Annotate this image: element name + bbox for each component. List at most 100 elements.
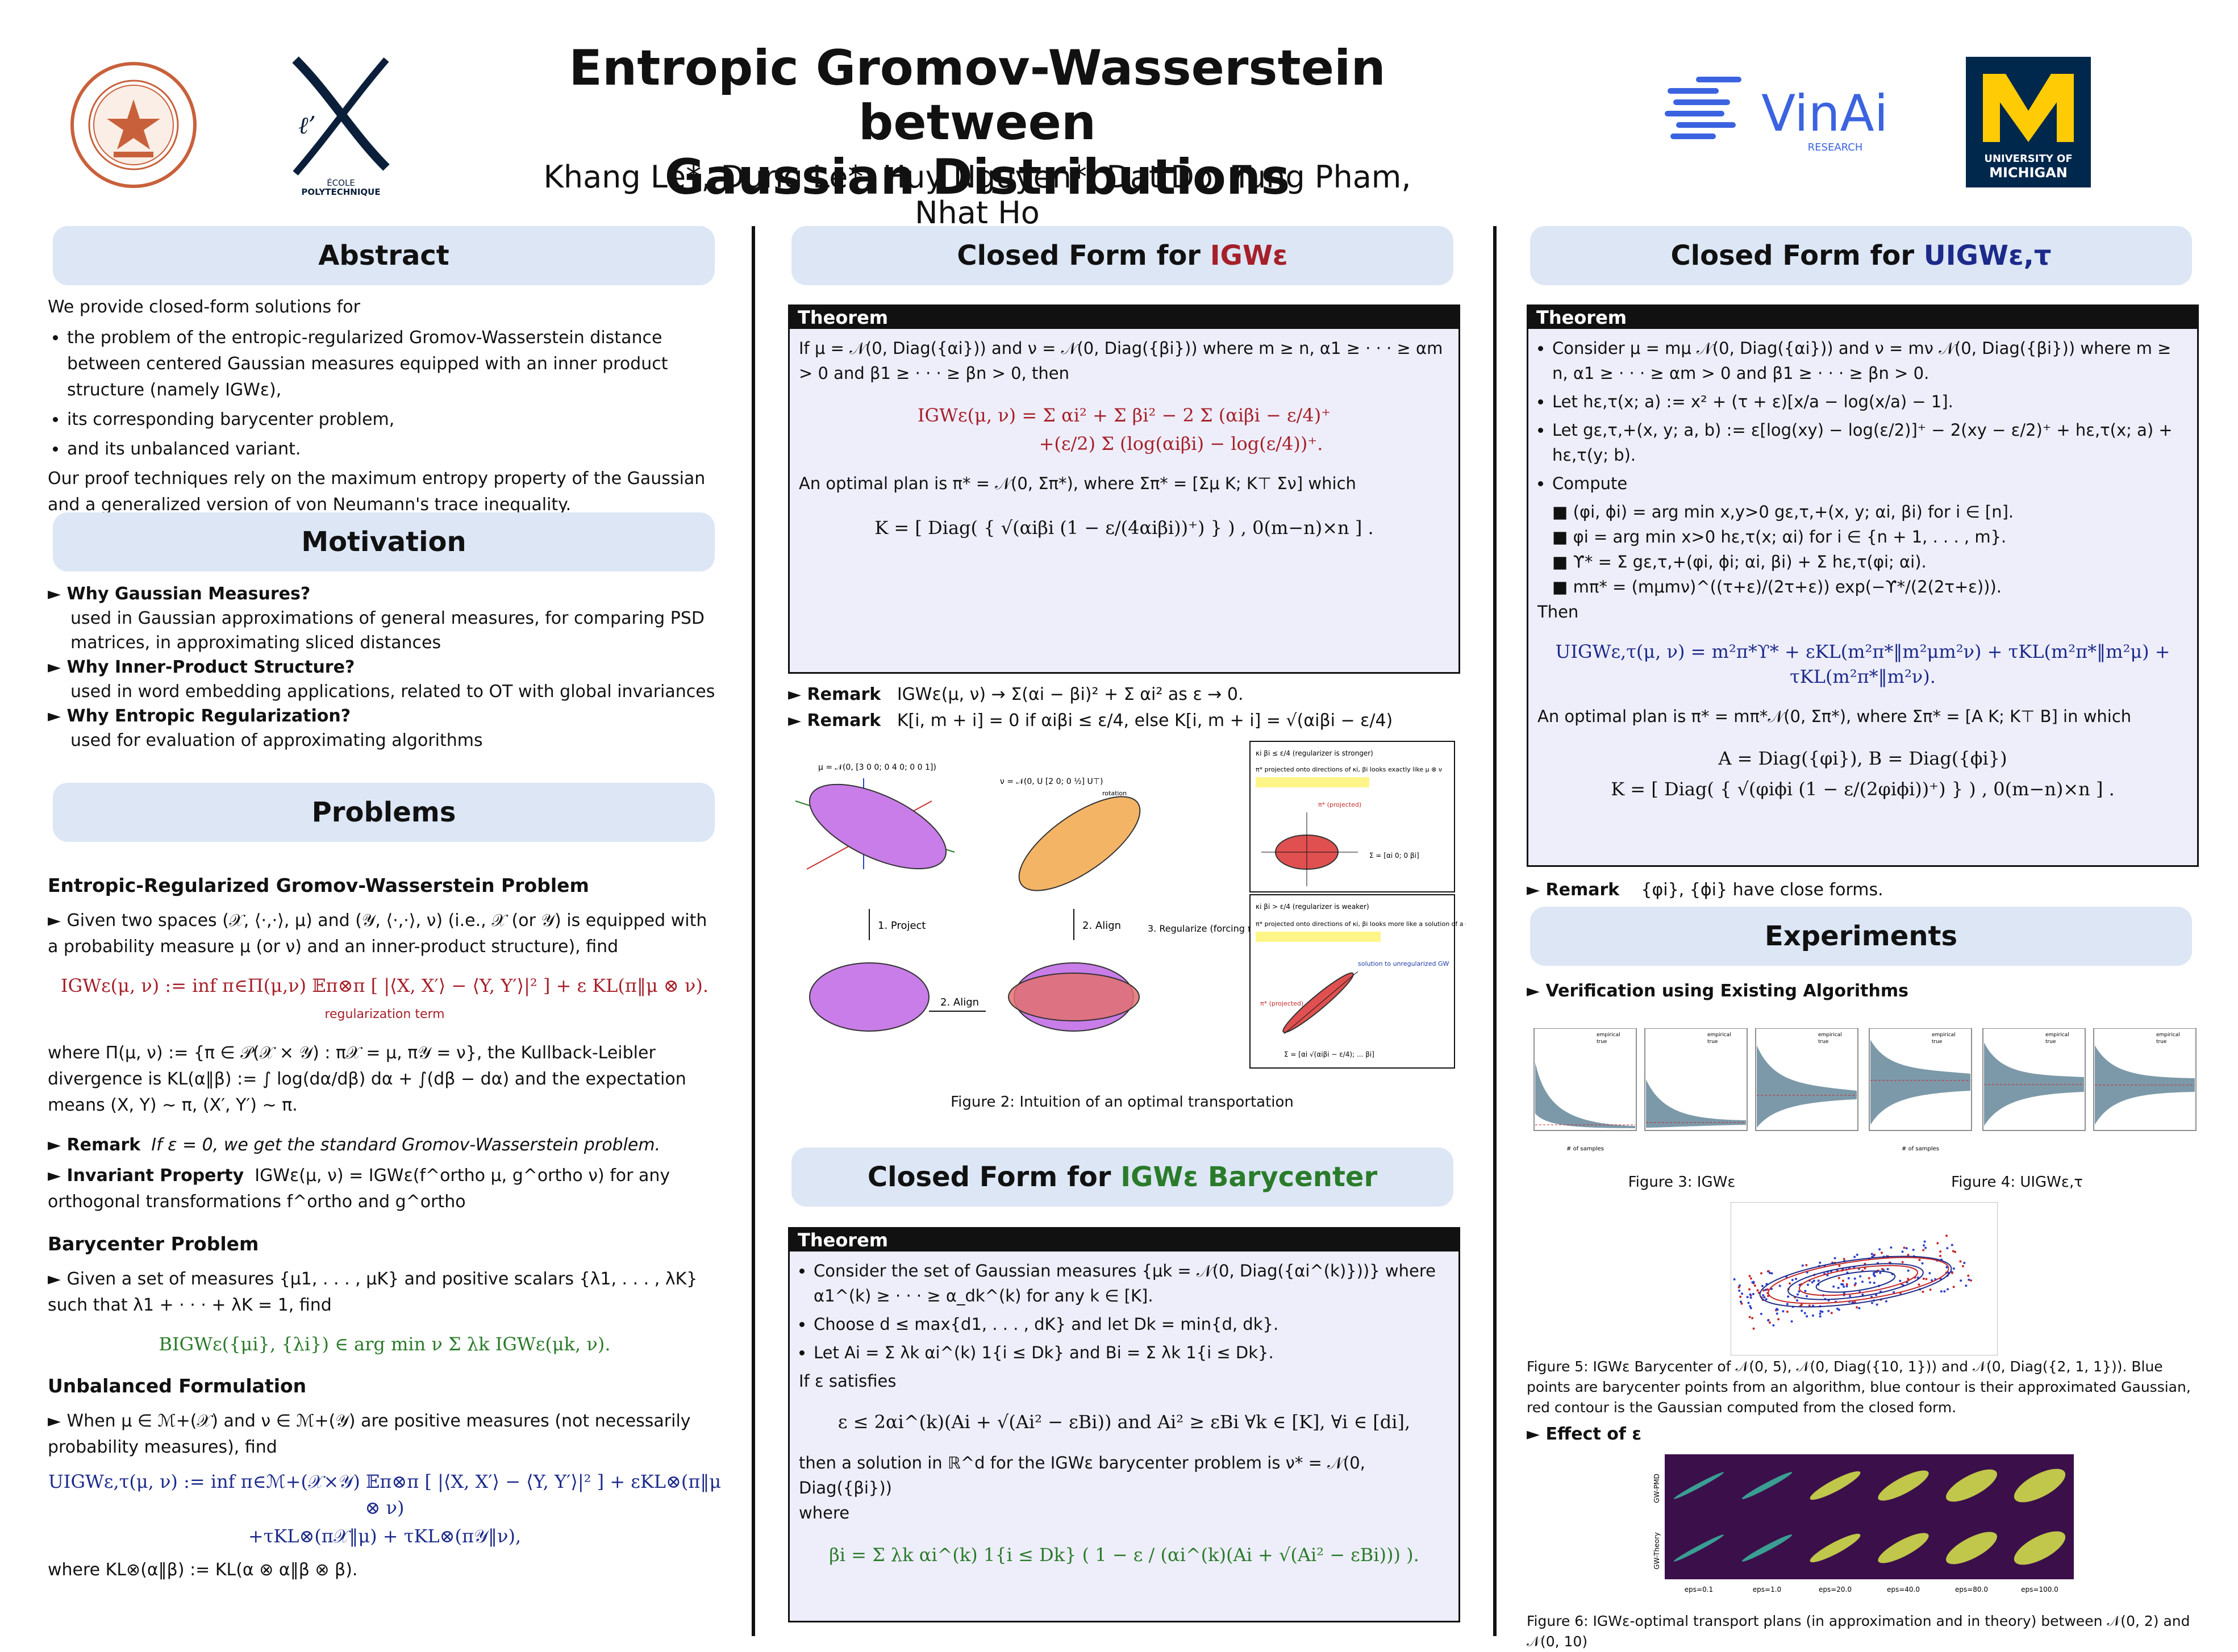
scatter-point [1738, 1284, 1741, 1287]
svg-text:empirical: empirical [2045, 1032, 2069, 1038]
igw-theorem-box: Theorem If μ = 𝒩(0, Diag({αi})) and ν = … [788, 304, 1460, 674]
heatmap-blob [1878, 1470, 1929, 1501]
motivation-answer: used in Gaussian approximations of gener… [70, 608, 705, 653]
scatter-point [1912, 1249, 1915, 1251]
column-divider-2 [1493, 226, 1497, 1636]
motivation-answer: used in word embedding applications, rel… [70, 682, 715, 702]
figure-2-caption: Figure 2: Intuition of an optimal transp… [951, 1094, 1294, 1111]
igw-remark-1: ► Remark IGWε(μ, ν) → Σ(αi − βi)² + Σ αi… [788, 685, 1244, 704]
scatter-point [1861, 1280, 1864, 1283]
scatter-point [1853, 1255, 1856, 1258]
fig2-note-1: κi βi ≤ ε/4 (regularizer is stronger) π*… [1249, 741, 1455, 892]
igw-remarks: ► Remark IGWε(μ, ν) → Σ(αi − βi)² + Σ αi… [788, 682, 1458, 734]
scatter-point [1905, 1247, 1908, 1250]
barycenter-where: where [799, 1503, 850, 1522]
scatter-point [1853, 1301, 1856, 1304]
svg-text:empirical: empirical [1707, 1032, 1731, 1038]
svg-text:ℓ’: ℓ’ [298, 111, 316, 139]
scatter-point [1843, 1258, 1845, 1261]
uigw-K-formula: K = [ Diag( { √(φiϕi (1 − ε/(2φiϕi))⁺) }… [1611, 778, 2115, 800]
scatter-point [1967, 1274, 1970, 1277]
uigw-heading: Closed Form for UIGWε,τ [1530, 226, 2192, 285]
scatter-point [1959, 1260, 1962, 1263]
scatter-point [1843, 1286, 1845, 1288]
scatter-point [1740, 1300, 1742, 1303]
uigw-compute-item: ■ ϒ* = Σ gε,τ,+(φi, ϕi; αi, βi) + Σ hε,τ… [1552, 552, 1927, 571]
scatter-point [1873, 1271, 1876, 1274]
scatter-point [1751, 1317, 1754, 1320]
scatter-point [1772, 1324, 1775, 1326]
scatter-point [1841, 1279, 1844, 1282]
scatter-point [1804, 1290, 1807, 1292]
svg-text:UNIVERSITY OF: UNIVERSITY OF [1984, 153, 2072, 165]
scatter-point [1879, 1271, 1882, 1274]
scatter-point [1965, 1284, 1968, 1287]
scatter-point [1939, 1250, 1942, 1253]
scatter-point [1819, 1312, 1822, 1315]
scatter-point [1853, 1277, 1856, 1280]
scatter-point [1795, 1278, 1798, 1280]
scatter-point [1797, 1293, 1799, 1296]
svg-text:empirical: empirical [1932, 1032, 1956, 1038]
scatter-point [1796, 1299, 1799, 1302]
scatter-point [1890, 1246, 1893, 1249]
scatter-point [1918, 1258, 1921, 1261]
barycenter-item: Consider the set of Gaussian measures {μ… [814, 1258, 1449, 1308]
scatter-point [1748, 1316, 1751, 1319]
scatter-point [1925, 1278, 1928, 1280]
invariant-property: ► Invariant Property IGWε(μ, ν) = IGWε(f… [48, 1166, 670, 1212]
scatter-point [1940, 1290, 1943, 1293]
scatter-point [1747, 1301, 1750, 1304]
scatter-point [1921, 1262, 1924, 1265]
reg-term-label: regularization term [324, 1007, 445, 1021]
abstract-heading: Abstract [53, 226, 715, 285]
figure-4-caption: Figure 4: UIGWε,τ [1951, 1174, 2083, 1191]
eps-labels: eps=0.1 eps=1.0 eps=20.0 eps=40.0 eps=80… [1685, 1586, 2058, 1593]
fig2-align-label: 2. Align [1082, 920, 1121, 932]
uigw-plan-text: An optimal plan is π* = mπ*𝒩(0, Σπ*), wh… [1537, 707, 2132, 726]
scatter-point [1801, 1264, 1804, 1267]
scatter-point [1856, 1253, 1858, 1256]
svg-text:π* (projected): π* (projected) [1318, 801, 1361, 808]
barycenter-item: Choose d ≤ max{d1, . . . , dK} and let D… [814, 1312, 1449, 1337]
theorem-label: Theorem [790, 306, 1458, 329]
scatter-point [1768, 1270, 1770, 1273]
scatter-point [1764, 1288, 1767, 1291]
svg-text:empirical: empirical [1597, 1032, 1620, 1038]
motivation-body: ► Why Gaussian Measures? used in Gaussia… [48, 582, 722, 753]
scatter-point [1803, 1312, 1806, 1315]
scatter-point [1876, 1303, 1878, 1306]
svg-text:true: true [1597, 1039, 1607, 1045]
scatter-point [1801, 1309, 1803, 1312]
unbalanced-title: Unbalanced Formulation [48, 1375, 307, 1397]
unbalanced-formula-1: UIGWε,τ(μ, ν) := inf π∈ℳ+(𝒳×𝒴) 𝔼π⊗π [ |⟨… [48, 1471, 722, 1518]
verification-title: ► Verification using Existing Algorithms [1527, 981, 1908, 1001]
igw-formula-1: IGWε(μ, ν) = Σ αi² + Σ βi² − 2 Σ (αiβi −… [917, 404, 1331, 426]
vinai-logo: VinAi RESEARCH [1665, 68, 1920, 159]
scatter-point [1943, 1290, 1946, 1293]
scatter-point [1768, 1321, 1771, 1324]
scatter-point [1868, 1277, 1870, 1279]
scatter-point [1756, 1289, 1759, 1292]
eps-label: eps=1.0 [1753, 1586, 1781, 1593]
scatter-point [1962, 1265, 1964, 1267]
scatter-point [1907, 1254, 1910, 1256]
approx-gaussian-contour [1759, 1255, 1952, 1308]
fig2-align2-label: 2. Align [940, 996, 979, 1008]
abstract-outro: Our proof techniques rely on the maximum… [48, 469, 706, 515]
svg-text:RESEARCH: RESEARCH [1808, 141, 1863, 153]
fig2-mu-label: μ = 𝒩(0, [3 0 0; 0 4 0; 0 0 1]) [818, 763, 936, 772]
closed-form-gaussian-contour [1768, 1257, 1949, 1304]
problems-heading: Problems [53, 783, 715, 842]
convergence-plot-4: empirical true # of samples [1869, 1028, 1972, 1152]
svg-text:true: true [1932, 1039, 1943, 1045]
convergence-plots: empirical true # of samples empirical tr… [1528, 1028, 2199, 1187]
uigw-remark: ► Remark {φi}, {ϕi} have close forms. [1527, 880, 1883, 900]
scatter-point [1739, 1295, 1742, 1298]
svg-text:true: true [1818, 1039, 1829, 1045]
scatter-point [1778, 1284, 1781, 1287]
scatter-point [1893, 1291, 1895, 1294]
scatter-point [1776, 1308, 1778, 1311]
egw-title: Entropic-Regularized Gromov-Wasserstein … [48, 874, 589, 896]
figure-6-caption: Figure 6: IGWε-optimal transport plans (… [1527, 1613, 2190, 1650]
